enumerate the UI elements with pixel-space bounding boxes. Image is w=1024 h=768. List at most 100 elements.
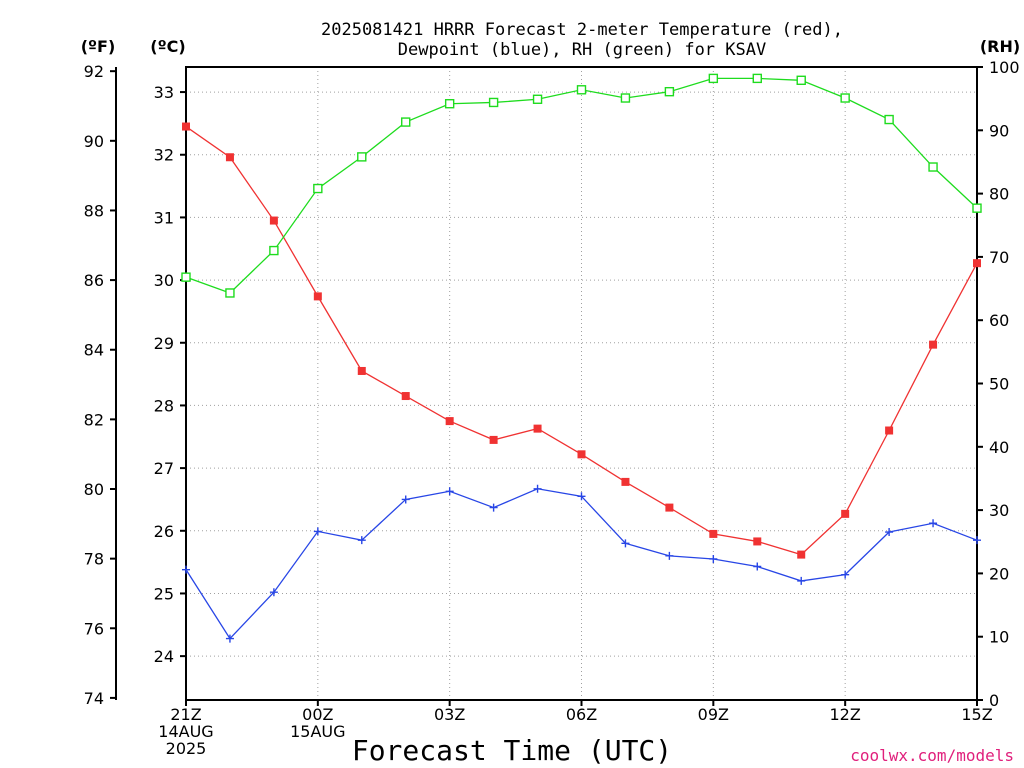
dewpoint-point [797, 576, 806, 585]
rh-point [840, 93, 850, 103]
rh-point [796, 75, 806, 85]
celsius-tick-label: 30 [154, 271, 174, 290]
celsius-tick-label: 24 [154, 647, 174, 666]
time-tick-label: 15AUG [290, 722, 345, 741]
temperature-point [929, 340, 938, 349]
dewpoint-point [445, 487, 454, 496]
rh-point [225, 288, 235, 298]
time-tick-label: 21Z [170, 705, 201, 724]
dewpoint-point [225, 634, 234, 643]
celsius-tick-label: 31 [154, 208, 174, 227]
rh-point [532, 94, 543, 104]
rh-point [488, 97, 499, 108]
temperature-point [269, 216, 278, 225]
dewpoint-point [313, 527, 322, 536]
temperature-point [445, 417, 454, 426]
celsius-unit-label: (ºC) [150, 37, 185, 56]
celsius-tick-label: 25 [154, 584, 174, 603]
fahrenheit-tick-label: 90 [84, 132, 104, 151]
rh-line [185, 77, 978, 294]
fahrenheit-unit-label: (ºF) [81, 37, 116, 56]
dewpoint-point [929, 519, 938, 528]
time-tick-label: 03Z [434, 705, 465, 724]
dewpoint-point [841, 570, 850, 579]
rh-point [664, 86, 675, 97]
celsius-tick-label: 33 [154, 83, 174, 102]
time-tick-label: 09Z [698, 705, 729, 724]
rh-tick-label: 50 [989, 375, 1009, 394]
temperature-point [577, 450, 586, 459]
chart-title-line1: 2025081421 HRRR Forecast 2-meter Tempera… [321, 20, 843, 40]
celsius-tick-label: 26 [154, 522, 174, 541]
temperature-point [973, 259, 981, 268]
dewpoint-point [533, 484, 542, 493]
rh-point [576, 85, 587, 95]
celsius-axis: 24 25 26 27 28 29 30 31 32 33 [154, 83, 186, 666]
time-tick-label: 14AUG [158, 722, 213, 741]
temperature-point [225, 153, 234, 162]
time-tick-label: 06Z [566, 705, 597, 724]
fahrenheit-tick-label: 82 [84, 410, 104, 429]
rh-point [752, 73, 762, 84]
rh-tick-label: 30 [989, 501, 1009, 520]
rh-tick-label: 80 [989, 185, 1009, 204]
dewpoint-point [709, 554, 718, 563]
time-tick-label: 12Z [830, 705, 861, 724]
dewpoint-point [885, 528, 894, 537]
temperature-point [753, 537, 762, 546]
rh-point [708, 73, 719, 84]
fahrenheit-tick-label: 80 [84, 480, 104, 499]
dewpoint-point [182, 565, 190, 574]
fahrenheit-tick-label: 88 [84, 201, 104, 220]
temperature-point [665, 503, 674, 512]
temperature-point [885, 426, 894, 435]
temperature-point [401, 392, 410, 401]
chart-title-line2: Dewpoint (blue), RH (green) for KSAV [398, 40, 766, 60]
rh-tick-label: 90 [989, 121, 1009, 140]
rh-point [884, 114, 894, 125]
temperature-point [841, 509, 850, 518]
fahrenheit-axis: 74 76 78 80 82 84 86 88 90 92 [84, 62, 116, 708]
fahrenheit-tick-label: 86 [84, 271, 104, 290]
celsius-tick-label: 27 [154, 459, 174, 478]
temperature-point [357, 366, 366, 375]
rh-point [928, 162, 938, 172]
dewpoint-point [621, 539, 630, 548]
rh-point [401, 117, 411, 127]
rh-tick-label: 20 [989, 564, 1009, 583]
temperature-point [182, 122, 190, 131]
rh-point [269, 245, 279, 256]
fahrenheit-tick-label: 84 [84, 341, 104, 360]
celsius-tick-label: 28 [154, 396, 174, 415]
rh-point [313, 183, 323, 194]
fahrenheit-tick-label: 76 [84, 619, 104, 638]
credit-text: coolwx.com/models [850, 746, 1014, 765]
temperature-point [621, 477, 630, 486]
series-layer [181, 73, 982, 643]
rh-tick-label: 0 [989, 691, 999, 710]
rh-tick-label: 100 [989, 58, 1020, 77]
dewpoint-point [401, 495, 410, 504]
celsius-tick-label: 32 [154, 146, 174, 165]
temperature-point [533, 424, 542, 433]
temperature-point [489, 435, 498, 444]
time-tick-label: 15Z [961, 705, 992, 724]
fahrenheit-tick-label: 92 [84, 62, 104, 81]
rh-point [972, 203, 982, 213]
rh-unit-label: (RH) [980, 37, 1020, 56]
rh-tick-label: 70 [989, 248, 1009, 267]
celsius-tick-label: 29 [154, 334, 174, 353]
temperature-point [797, 550, 806, 559]
dewpoint-point [357, 536, 366, 545]
rh-tick-label: 10 [989, 628, 1009, 647]
rh-point [357, 152, 367, 162]
rh-tick-label: 60 [989, 311, 1009, 330]
rh-axis: 0 10 20 30 40 50 60 70 80 90 100 [977, 58, 1020, 710]
dewpoint-point [577, 492, 586, 501]
x-axis-title: Forecast Time (UTC) [352, 734, 672, 767]
dewpoint-point [665, 551, 674, 560]
rh-point [444, 99, 455, 109]
dewpoint-point [269, 588, 278, 597]
rh-tick-label: 40 [989, 438, 1009, 457]
